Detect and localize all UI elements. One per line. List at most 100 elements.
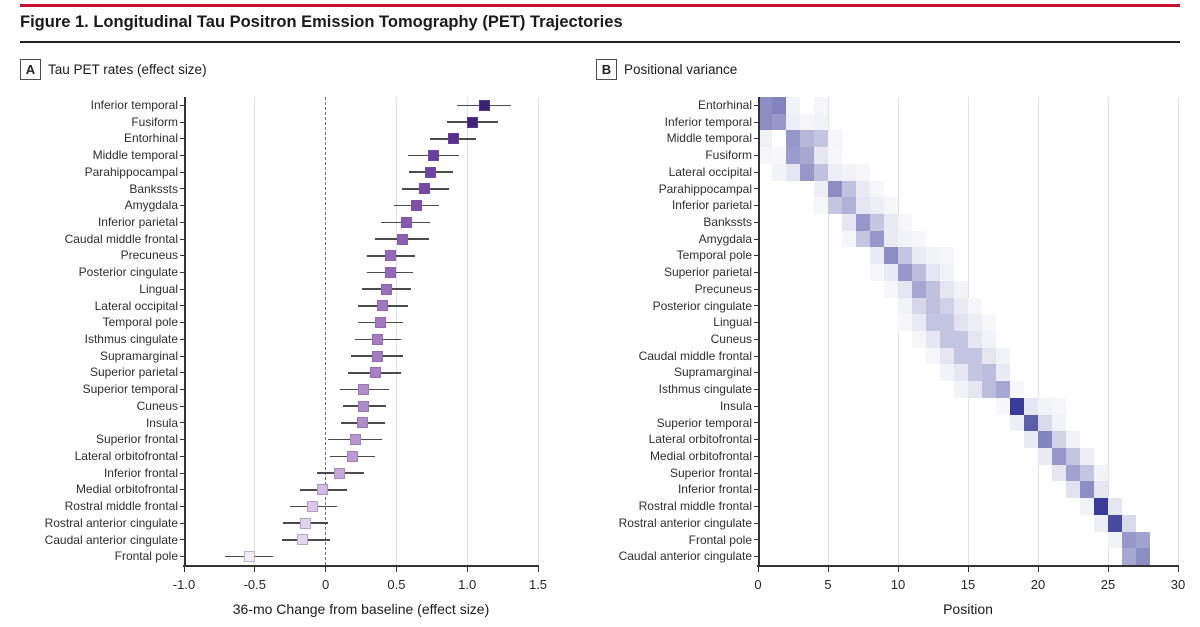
heat-cell [814,113,828,131]
y-tick [180,305,184,307]
y-tick [754,455,758,457]
heat-cell [842,197,856,214]
heat-cell [1038,448,1052,465]
y-tick [180,288,184,290]
effect-marker [358,400,370,412]
x-tick-label: 10 [890,577,906,592]
effect-marker [447,133,459,145]
heat-cell [1024,414,1038,432]
y-tick [754,305,758,307]
heat-cell [884,247,898,265]
y-tick [754,439,758,441]
heat-cell [772,113,786,131]
region-label: Medial orbitofrontal [649,449,752,463]
x-axis-line [183,565,539,567]
effect-marker [419,183,431,195]
x-tick-label: 30 [1170,577,1186,592]
heat-cell [926,347,940,365]
heat-cell [940,314,954,331]
heat-cell [898,264,912,281]
region-label: Amygdala [124,198,178,213]
heat-cell [912,230,926,248]
effect-marker [356,417,368,429]
grid-line [537,97,539,565]
x-tick-label: 25 [1100,577,1116,592]
zero-line [324,97,326,565]
heat-cell [968,347,982,365]
y-tick [754,355,758,357]
heat-cell [954,347,968,365]
region-label: Superior frontal [669,465,752,480]
heat-cell [1010,381,1024,398]
forest-plot: -1.0 -0.5 0 0.5 1.0 1.5 36-mo Change from base… [173,97,547,617]
panel-b-key: B [596,59,617,80]
y-tick [754,238,758,240]
y-tick [180,522,184,524]
effect-marker [424,166,436,178]
region-label: Frontal pole [114,549,178,564]
effect-marker [334,467,346,479]
y-tick [754,539,758,541]
x-tick [183,566,185,572]
heat-cell [1094,464,1108,482]
y-tick [754,322,758,324]
y-tick [754,205,758,207]
y-axis-line [758,97,760,566]
heat-cell [1066,448,1080,465]
x-tick [967,566,969,572]
heat-cell [968,331,982,348]
y-tick [180,372,184,374]
heat-cell [1066,431,1080,448]
heat-cell [772,97,786,114]
heat-cell [758,130,772,148]
heat-cell [954,364,968,382]
heat-cell [800,147,814,164]
y-tick [754,405,758,407]
y-tick [754,104,758,106]
region-label: Supramarginal [673,365,752,380]
x-tick-label: 15 [960,577,976,592]
heat-cell [800,113,814,131]
x-tick [1177,566,1179,572]
region-label: Temporal pole [676,248,752,263]
heat-cell [1108,514,1122,532]
heat-cell [926,264,940,281]
y-tick [754,138,758,140]
region-label: Superior temporal [82,382,178,397]
x-tick [1037,566,1039,572]
heat-cell [814,197,828,214]
x-tick [537,566,539,572]
region-label: Entorhinal [123,131,178,146]
x-tick [757,566,759,572]
region-label: Frontal pole [688,532,752,547]
heat-cell [870,230,884,248]
grid-line [254,97,256,565]
effect-marker [349,434,361,446]
y-tick [180,439,184,441]
x-tick [1107,566,1109,572]
region-label: Bankssts [703,215,752,229]
region-label: Inferior parietal [97,215,178,229]
heat-cell [800,130,814,148]
effect-marker [317,484,329,496]
heat-cell [828,147,842,164]
x-tick-label: 0 [321,577,330,592]
effect-marker [427,150,439,161]
heat-cell [898,280,912,298]
heat-cell [1122,548,1136,565]
effect-marker [297,534,309,546]
region-label: Rostral middle frontal [64,499,178,514]
heat-cell [1136,531,1150,549]
effect-marker [372,350,384,362]
heat-cell [884,264,898,281]
region-label: Middle temporal [92,148,178,163]
heat-cell [968,364,982,382]
y-tick [180,138,184,140]
grid-line [827,97,829,565]
region-label: Caudal middle frontal [64,231,178,246]
x-tick-label: 1.5 [528,577,548,592]
heat-cell [1066,464,1080,482]
region-label: Inferior frontal [677,482,752,497]
region-label: Superior parietal [663,265,752,280]
